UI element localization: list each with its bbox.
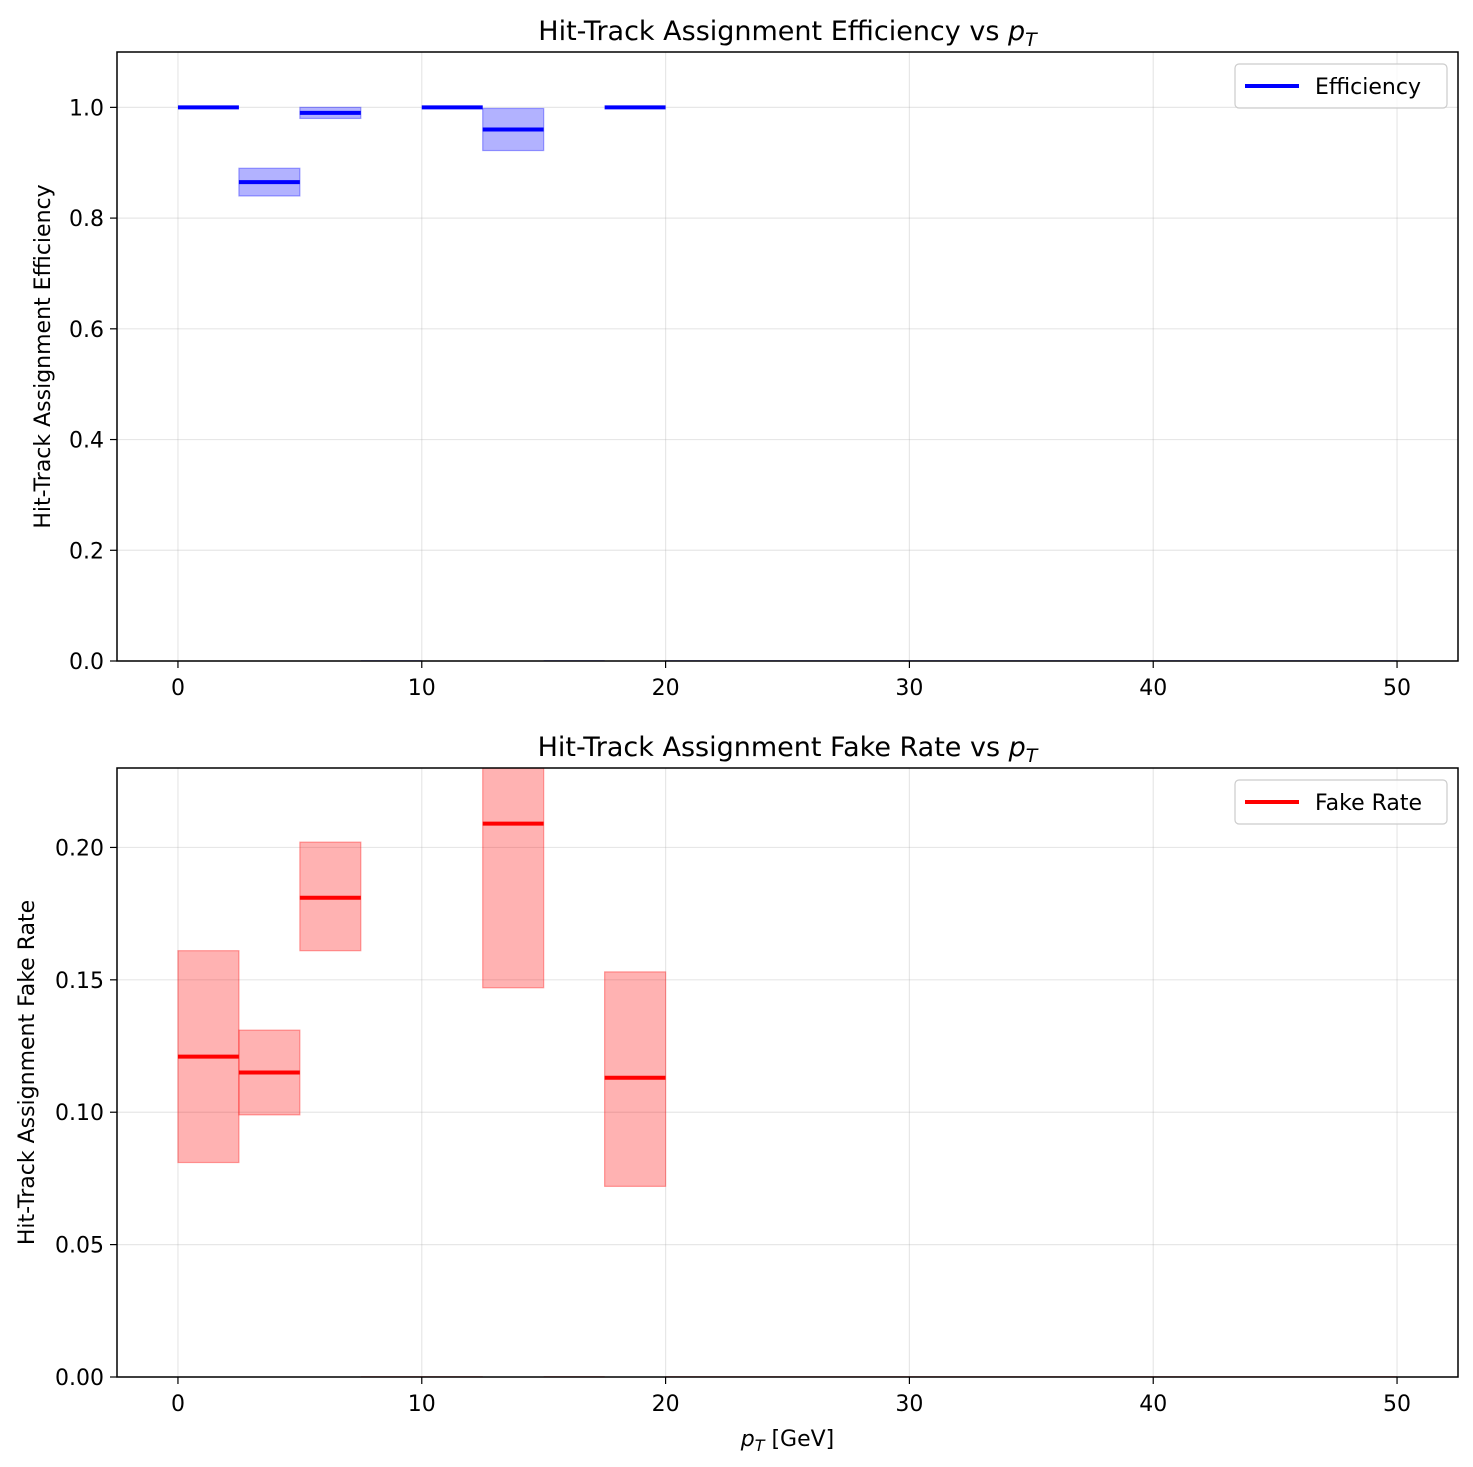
legend-label: Efficiency [1315,75,1421,100]
y-tick-label: 0.0 [69,650,104,675]
legend-box [1234,779,1448,825]
y-tick-label: 0.10 [55,1101,104,1126]
y-axis-label: Hit-Track Assignment Fake Rate [15,900,40,1245]
chart-title: Hit-Track Assignment Efficiency vs pT [538,16,1038,51]
y-tick-label: 1.0 [69,96,104,121]
chart-title: Hit-Track Assignment Fake Rate vs pT [538,732,1039,767]
x-tick-label: 30 [895,676,923,701]
y-tick-label: 0.8 [69,207,104,232]
x-axis-label: pT [GeV] [740,1427,835,1455]
x-tick-label: 0 [171,1392,185,1417]
x-tick-label: 30 [895,1392,923,1417]
plot-area [177,105,1398,661]
axes-frame [116,767,1459,1378]
y-axis-label: Hit-Track Assignment Efficiency [31,184,56,528]
x-tick-label: 40 [1139,676,1167,701]
y-tick-label: 0.15 [55,969,104,994]
fake-rate-panel: 0 10 20 30 40 50 0.00 0.05 0.10 0.15 0.20 Hit-Track… [15,732,1459,1455]
x-tick-label: 20 [652,676,680,701]
x-tick-label: 50 [1383,1392,1411,1417]
y-tick-label: 0.05 [55,1234,104,1259]
legend-label: Fake Rate [1315,791,1422,816]
plot-area [177,768,1398,1377]
x-tick-label: 10 [408,676,436,701]
x-tick-label: 20 [652,1392,680,1417]
x-tick-label: 10 [408,1392,436,1417]
y-tick-label: 0.6 [69,318,104,343]
y-tick-label: 0.4 [69,429,104,454]
x-tick-label: 50 [1383,676,1411,701]
y-tick-label: 0.2 [69,539,104,564]
legend: Efficiency [1234,63,1448,109]
y-tick-label: 0.00 [55,1366,104,1391]
legend: Fake Rate [1234,779,1448,825]
efficiency-panel: 0 10 20 30 40 50 0.0 0.2 0.4 0.6 0.8 1.0 Hit-Track A… [31,16,1459,701]
axes-frame [116,51,1459,662]
x-tick-label: 40 [1139,1392,1167,1417]
legend-box [1234,63,1448,109]
x-tick-label: 0 [171,676,185,701]
error-band [482,768,545,989]
y-tick-label: 0.20 [55,836,104,861]
